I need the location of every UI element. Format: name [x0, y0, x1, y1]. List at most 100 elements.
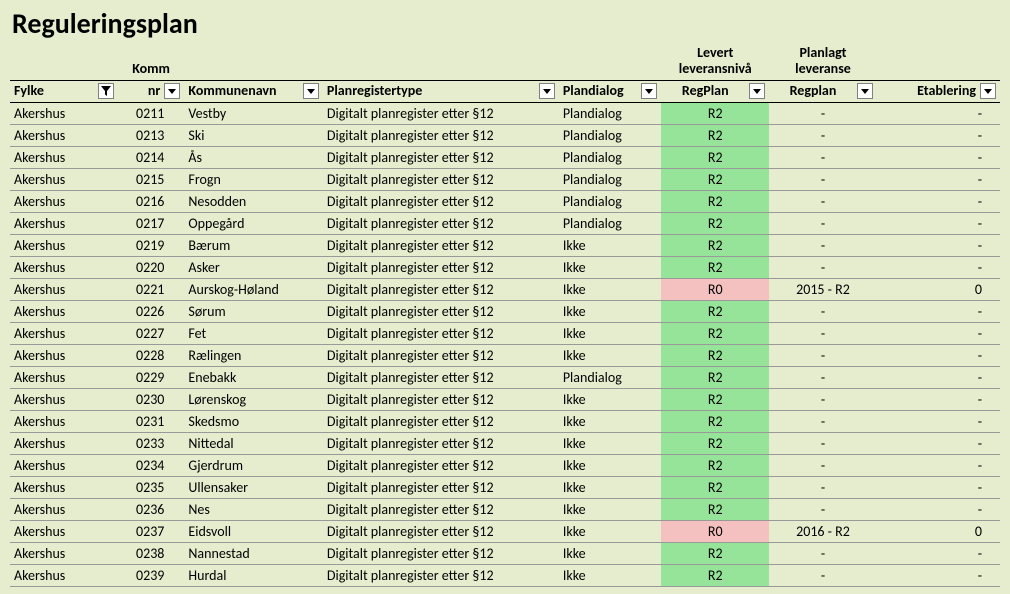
cell-kommunenavn: Vestby — [184, 103, 322, 125]
cell-kommunenavn: Rælingen — [184, 345, 322, 367]
table-row: Akershus0213SkiDigitalt planregister ett… — [10, 125, 1000, 147]
regplan-pill: R2 — [661, 477, 769, 498]
hdr-planlagt-label: Regplan — [773, 83, 853, 99]
table-row: Akershus0215FrognDigitalt planregister e… — [10, 169, 1000, 191]
cell-kommnr: 0217 — [118, 213, 185, 235]
regplan-pill: R2 — [661, 389, 769, 410]
cell-planlagt: - — [769, 323, 877, 345]
cell-fylke: Akershus — [10, 213, 118, 235]
cell-regplan: R2 — [661, 411, 769, 433]
cell-regplan: R0 — [661, 279, 769, 301]
cell-etablering: - — [877, 367, 1000, 389]
cell-kommunenavn: Fet — [184, 323, 322, 345]
cell-kommunenavn: Eidsvoll — [184, 521, 322, 543]
table-row: Akershus0221Aurskog-HølandDigitalt planr… — [10, 279, 1000, 301]
cell-etablering: - — [877, 565, 1000, 587]
cell-kommunenavn: Nannestad — [184, 543, 322, 565]
cell-fylke: Akershus — [10, 433, 118, 455]
cell-planlagt: - — [769, 191, 877, 213]
cell-plandialog: Ikke — [559, 389, 662, 411]
page: Reguleringsplan Komm Levert leveransnivå… — [0, 0, 1010, 591]
cell-planlagt: - — [769, 411, 877, 433]
cell-etablering: - — [877, 477, 1000, 499]
cell-kommnr: 0233 — [118, 433, 185, 455]
hdr-plandialog-label: Plandialog — [563, 83, 624, 99]
hdr-etablering: Etablering — [877, 81, 1000, 103]
cell-kommnr: 0239 — [118, 565, 185, 587]
dropdown-icon[interactable] — [641, 83, 657, 99]
cell-planregtype: Digitalt planregister etter §12 — [323, 499, 559, 521]
dropdown-icon[interactable] — [164, 83, 180, 99]
cell-kommunenavn: Bærum — [184, 235, 322, 257]
cell-etablering: - — [877, 411, 1000, 433]
table-row: Akershus0237EidsvollDigitalt planregiste… — [10, 521, 1000, 543]
hdr-fylke: Fylke — [10, 81, 118, 103]
regplan-pill: R2 — [661, 125, 769, 146]
cell-kommnr: 0216 — [118, 191, 185, 213]
cell-kommnr: 0238 — [118, 543, 185, 565]
dropdown-icon[interactable] — [980, 83, 996, 99]
cell-kommunenavn: Nittedal — [184, 433, 322, 455]
dropdown-icon[interactable] — [539, 83, 555, 99]
table-row: Akershus0233NittedalDigitalt planregiste… — [10, 433, 1000, 455]
cell-etablering: 0 — [877, 279, 1000, 301]
table-body: Akershus0211VestbyDigitalt planregister … — [10, 103, 1000, 587]
cell-regplan: R2 — [661, 235, 769, 257]
cell-planregtype: Digitalt planregister etter §12 — [323, 279, 559, 301]
cell-planregtype: Digitalt planregister etter §12 — [323, 169, 559, 191]
cell-fylke: Akershus — [10, 257, 118, 279]
dropdown-icon[interactable] — [749, 83, 765, 99]
cell-fylke: Akershus — [10, 103, 118, 125]
cell-kommnr: 0229 — [118, 367, 185, 389]
cell-etablering: - — [877, 543, 1000, 565]
table-row: Akershus0230LørenskogDigitalt planregist… — [10, 389, 1000, 411]
filter-icon[interactable] — [98, 83, 114, 99]
cell-planlagt: - — [769, 433, 877, 455]
cell-regplan: R2 — [661, 191, 769, 213]
cell-planregtype: Digitalt planregister etter §12 — [323, 235, 559, 257]
cell-etablering: - — [877, 147, 1000, 169]
table-row: Akershus0227FetDigitalt planregister ett… — [10, 323, 1000, 345]
cell-etablering: - — [877, 499, 1000, 521]
cell-etablering: - — [877, 213, 1000, 235]
cell-kommnr: 0231 — [118, 411, 185, 433]
table-row: Akershus0231SkedsmoDigitalt planregister… — [10, 411, 1000, 433]
hdr-planregtype: Planregistertype — [323, 81, 559, 103]
table-row: Akershus0229EnebakkDigitalt planregister… — [10, 367, 1000, 389]
cell-kommunenavn: Aurskog-Høland — [184, 279, 322, 301]
cell-etablering: - — [877, 125, 1000, 147]
cell-regplan: R2 — [661, 455, 769, 477]
cell-planlagt: - — [769, 213, 877, 235]
cell-kommnr: 0221 — [118, 279, 185, 301]
cell-etablering: - — [877, 257, 1000, 279]
cell-plandialog: Ikke — [559, 477, 662, 499]
regplan-pill: R0 — [661, 279, 769, 300]
cell-kommnr: 0226 — [118, 301, 185, 323]
cell-plandialog: Ikke — [559, 279, 662, 301]
cell-kommnr: 0215 — [118, 169, 185, 191]
cell-kommunenavn: Skedsmo — [184, 411, 322, 433]
cell-etablering: - — [877, 389, 1000, 411]
group-regplan: Levert leveransnivå — [661, 43, 769, 81]
cell-regplan: R2 — [661, 147, 769, 169]
cell-fylke: Akershus — [10, 389, 118, 411]
header-label-row: Fylke nr Kommu — [10, 81, 1000, 103]
cell-regplan: R2 — [661, 301, 769, 323]
cell-etablering: - — [877, 433, 1000, 455]
table-row: Akershus0239HurdalDigitalt planregister … — [10, 565, 1000, 587]
regplan-pill: R0 — [661, 521, 769, 542]
regplan-pill: R2 — [661, 433, 769, 454]
cell-etablering: - — [877, 455, 1000, 477]
cell-plandialog: Ikke — [559, 301, 662, 323]
header-group-row: Komm Levert leveransnivå Planlagt levera… — [10, 43, 1000, 81]
cell-kommnr: 0234 — [118, 455, 185, 477]
cell-kommunenavn: Ski — [184, 125, 322, 147]
cell-etablering: 0 — [877, 521, 1000, 543]
cell-etablering: - — [877, 345, 1000, 367]
cell-fylke: Akershus — [10, 411, 118, 433]
dropdown-icon[interactable] — [303, 83, 319, 99]
cell-planlagt: 2015 - R2 — [769, 279, 877, 301]
cell-regplan: R2 — [661, 433, 769, 455]
group-planregtype — [323, 43, 559, 81]
dropdown-icon[interactable] — [857, 83, 873, 99]
